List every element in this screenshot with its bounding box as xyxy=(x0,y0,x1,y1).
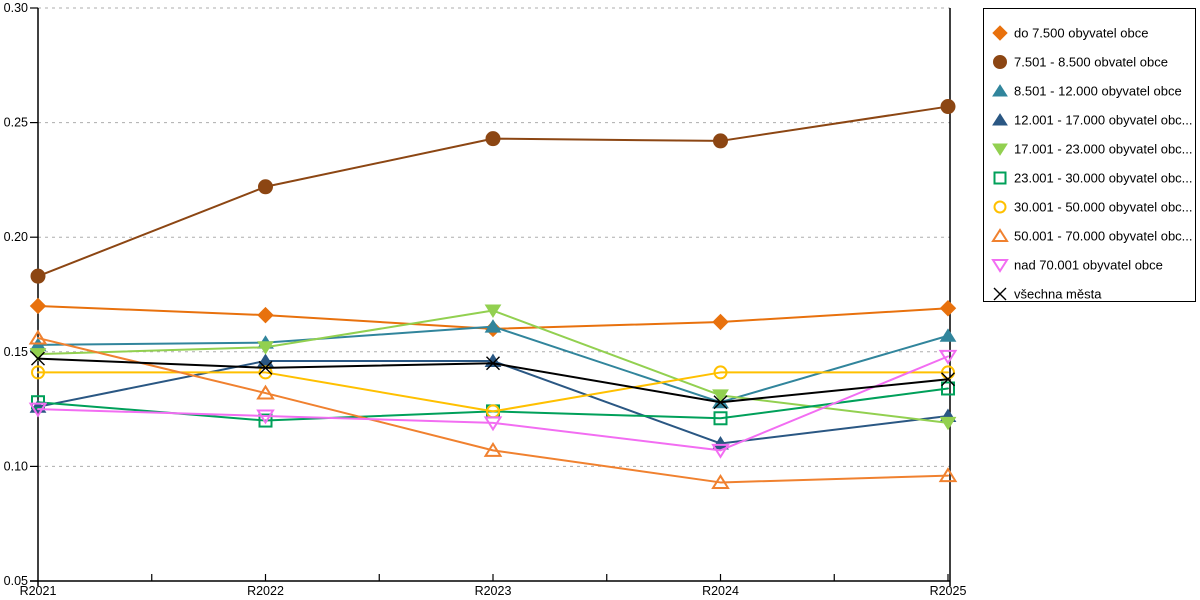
marker-circle-icon xyxy=(993,55,1007,69)
marker-square-icon xyxy=(258,413,273,428)
series-4 xyxy=(29,353,957,450)
marker-triangle-up-icon xyxy=(711,474,730,489)
legend-label: 17.001 - 23.000 obyvatel obc... xyxy=(1014,142,1193,157)
marker-triangle-down-icon xyxy=(28,402,48,418)
marker-triangle-up-icon xyxy=(256,384,275,400)
marker-triangle-down-icon xyxy=(711,443,730,459)
y-tick-label: 0.20 xyxy=(4,230,28,244)
marker-circle-icon xyxy=(713,133,728,149)
marker-triangle-down-icon xyxy=(991,259,1009,273)
marker-triangle-down-icon xyxy=(712,389,729,403)
marker-circle-icon xyxy=(30,268,46,284)
series-2 xyxy=(30,99,956,284)
y-tick-label: 0.15 xyxy=(4,345,28,359)
marker-diamond-icon xyxy=(257,306,274,324)
series-line xyxy=(37,371,949,413)
legend-label: nad 70.001 obyvatel obce xyxy=(1014,258,1163,273)
x-tick-label: R2022 xyxy=(247,584,284,598)
legend-label: 50.001 - 70.000 obyvatel obc... xyxy=(1014,229,1193,244)
legend-box xyxy=(983,8,1196,302)
legend-item: 50.001 - 70.000 obyvatel obc... xyxy=(991,228,1193,244)
marker-x-icon xyxy=(993,287,1007,301)
legend-item: 17.001 - 23.000 obyvatel obc... xyxy=(992,142,1193,157)
series-10 xyxy=(31,351,955,410)
marker-circle-icon xyxy=(940,99,956,115)
marker-triangle-down-icon xyxy=(938,349,958,365)
marker-diamond-icon xyxy=(712,313,729,331)
marker-circle-icon xyxy=(993,200,1007,214)
legend: do 7.500 obyvatel obce 7.501 - 8.500 obva… xyxy=(983,8,1196,302)
marker-x-icon xyxy=(713,395,728,410)
marker-triangle-down-icon xyxy=(257,341,274,355)
series-9 xyxy=(28,349,958,459)
marker-triangle-up-icon xyxy=(712,436,729,450)
legend-label: 30.001 - 50.000 obyvatel obc... xyxy=(1014,200,1193,215)
legend-label: všechna města xyxy=(1014,287,1102,302)
x-tick-label: R2023 xyxy=(475,584,512,598)
series-line xyxy=(37,337,949,484)
marker-diamond-icon xyxy=(939,300,957,317)
legend-label: 12.001 - 17.000 obyvatel obc... xyxy=(1014,113,1193,128)
series-8 xyxy=(28,329,958,489)
y-tick-label: 0.25 xyxy=(4,116,28,130)
marker-circle-icon xyxy=(258,179,273,195)
legend-label: 23.001 - 30.000 obyvatel obc... xyxy=(1014,171,1193,186)
legend-item: 8.501 - 12.000 obyvatel obce xyxy=(992,84,1182,99)
marker-diamond-icon xyxy=(29,297,47,315)
legend-label: 7.501 - 8.500 obvatel obce xyxy=(1014,55,1168,70)
legend-label: 8.501 - 12.000 obyvatel obce xyxy=(1014,84,1182,99)
legend-item: 7.501 - 8.500 obvatel obce xyxy=(993,55,1168,70)
legend-item: 30.001 - 50.000 obyvatel obc... xyxy=(993,200,1193,215)
marker-square-icon xyxy=(941,381,955,396)
x-tick-label: R2024 xyxy=(702,584,739,598)
marker-x-icon xyxy=(31,351,45,366)
series-5 xyxy=(29,304,957,431)
y-tick-label: 0.05 xyxy=(4,574,28,588)
marker-x-icon xyxy=(941,372,955,387)
legend-item: do 7.500 obyvatel obce xyxy=(992,25,1148,41)
series-line xyxy=(37,355,949,452)
marker-triangle-up-icon xyxy=(991,228,1009,242)
legend-item: všechna města xyxy=(993,287,1102,302)
marker-triangle-up-icon xyxy=(992,84,1008,97)
marker-triangle-up-icon xyxy=(28,329,48,345)
marker-circle-icon xyxy=(31,365,45,380)
legend-item: nad 70.001 obyvatel obce xyxy=(991,258,1163,273)
legend-label: do 7.500 obyvatel obce xyxy=(1014,26,1148,41)
marker-diamond-icon xyxy=(992,25,1008,41)
y-tick-label: 0.30 xyxy=(4,1,28,15)
marker-x-icon xyxy=(258,360,273,375)
marker-triangle-down-icon xyxy=(256,409,275,425)
marker-x-icon xyxy=(486,356,500,371)
marker-circle-icon xyxy=(713,365,728,380)
marker-triangle-up-icon xyxy=(483,441,503,457)
x-tick-label: R2021 xyxy=(20,584,57,598)
legend-item: 23.001 - 30.000 obyvatel obc... xyxy=(993,171,1193,186)
marker-triangle-down-icon xyxy=(939,416,957,431)
marker-circle-icon xyxy=(485,131,501,147)
y-tick-label: 0.10 xyxy=(4,459,28,473)
marker-triangle-down-icon xyxy=(992,143,1008,156)
marker-triangle-down-icon xyxy=(483,416,503,432)
marker-triangle-up-icon xyxy=(484,319,502,333)
marker-triangle-up-icon xyxy=(992,113,1008,126)
marker-triangle-up-icon xyxy=(938,467,958,483)
legend-item: 12.001 - 17.000 obyvatel obc... xyxy=(992,113,1193,128)
marker-circle-icon xyxy=(258,365,273,380)
x-tick-label: R2025 xyxy=(930,584,967,598)
marker-triangle-up-icon xyxy=(939,328,957,342)
marker-square-icon xyxy=(993,171,1007,185)
marker-square-icon xyxy=(713,411,728,426)
marker-triangle-down-icon xyxy=(484,304,502,318)
